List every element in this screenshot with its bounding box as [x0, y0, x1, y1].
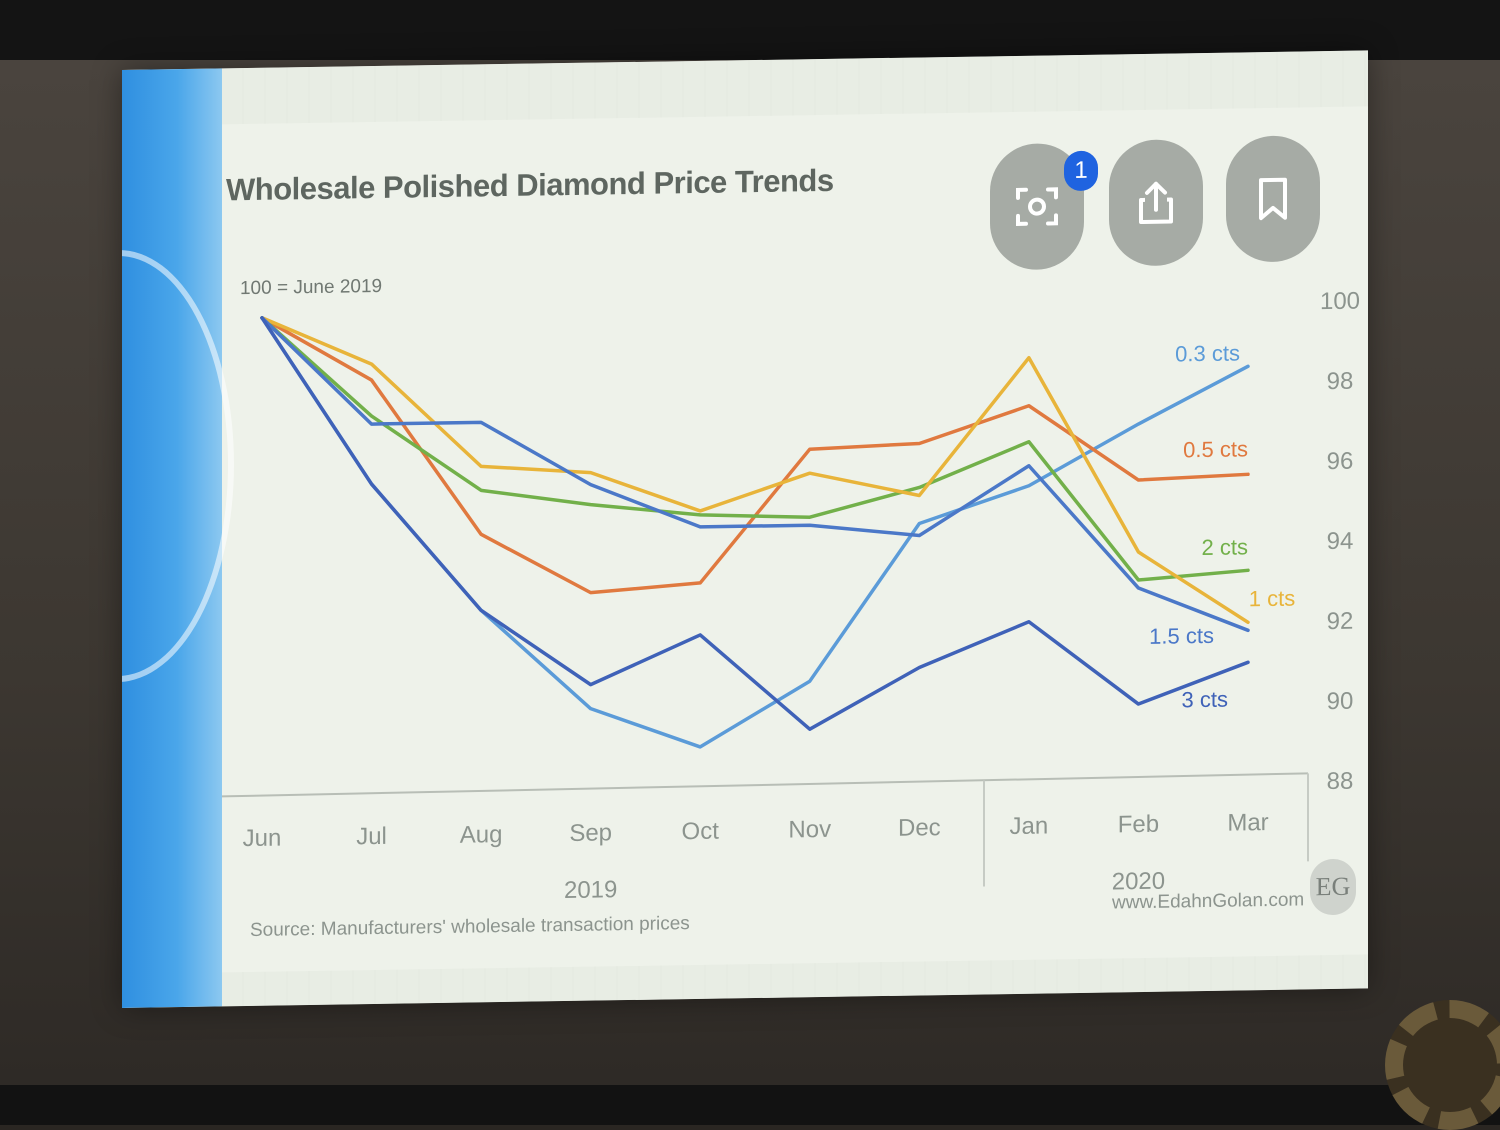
- visual-search-button[interactable]: [990, 142, 1084, 271]
- series-layer: [260, 316, 1250, 749]
- x-tick-label: Aug: [460, 821, 503, 849]
- x-tick-label: Dec: [898, 814, 941, 842]
- series-label: 0.3 cts: [1175, 340, 1240, 366]
- share-icon: [1139, 181, 1173, 224]
- room-floor: [0, 1085, 1500, 1125]
- x-axis-line: [221, 772, 1309, 798]
- y-tick-label: 94: [1327, 528, 1354, 555]
- x-tick-label: Nov: [788, 816, 831, 844]
- line-chart: 100 = June 2019 88 90 92 94 96 98 100 Jun Jul Au…: [221, 276, 1360, 904]
- series-label: 2 cts: [1202, 534, 1248, 560]
- share-button[interactable]: [1109, 139, 1203, 267]
- x-tick-label: Sep: [569, 819, 612, 847]
- x-tick-label: Mar: [1227, 809, 1268, 837]
- room-ceiling: [0, 0, 1500, 60]
- y-tick-label: 88: [1327, 768, 1354, 795]
- series-label: 1 cts: [1249, 586, 1295, 612]
- series-line-2-cts: [260, 316, 1250, 582]
- x-tick-label: Jun: [243, 824, 282, 852]
- series-line-3-cts: [260, 316, 1250, 731]
- y-axis: 88 90 92 94 96 98 100: [1320, 288, 1360, 796]
- year-label: 2019: [564, 876, 617, 904]
- bookmark-icon: [1259, 177, 1287, 221]
- website-credit: www.EdahnGolan.com: [1112, 889, 1305, 914]
- x-tick-label: Feb: [1118, 811, 1159, 839]
- series-label: 3 cts: [1182, 687, 1228, 713]
- series-label: 1.5 cts: [1149, 623, 1214, 649]
- index-note: 100 = June 2019: [240, 276, 382, 299]
- y-tick-label: 96: [1327, 448, 1354, 475]
- y-tick-label: 92: [1327, 608, 1354, 635]
- series-line-1-5-cts: [260, 316, 1250, 633]
- x-tick-label: Jan: [1010, 812, 1049, 840]
- x-tick-label: Oct: [682, 818, 720, 846]
- y-tick-label: 90: [1327, 688, 1354, 715]
- lens-scan-icon: [1016, 187, 1058, 226]
- x-axis: Jun Jul Aug Sep Oct Nov Dec Jan Feb Mar 2019 2020: [221, 772, 1309, 904]
- bookmark-button[interactable]: [1226, 135, 1320, 263]
- series-line-1-cts: [260, 316, 1250, 625]
- y-tick-label: 100: [1320, 288, 1360, 316]
- x-tick-label: Jul: [356, 823, 387, 850]
- y-tick-label: 98: [1327, 368, 1354, 395]
- eg-logo: EG: [1310, 858, 1356, 916]
- series-label: 0.5 cts: [1183, 436, 1248, 462]
- rotary-gear-logo: [1385, 1000, 1500, 1130]
- year-label: 2020: [1112, 868, 1165, 896]
- projected-slide: Wholesale Polished Diamond Price Trends …: [122, 50, 1368, 1008]
- series-line-0-5-cts: [260, 316, 1250, 595]
